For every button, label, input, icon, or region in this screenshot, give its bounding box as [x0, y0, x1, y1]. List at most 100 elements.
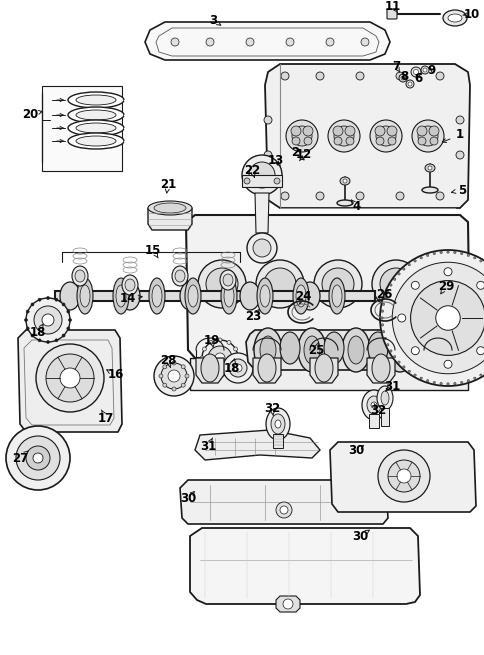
Circle shape: [38, 298, 41, 301]
Circle shape: [455, 116, 463, 124]
Ellipse shape: [348, 336, 363, 364]
Circle shape: [402, 366, 404, 368]
Circle shape: [243, 178, 249, 184]
Ellipse shape: [424, 164, 434, 172]
Circle shape: [473, 257, 475, 259]
Text: 24: 24: [294, 290, 311, 303]
Circle shape: [396, 469, 410, 483]
Circle shape: [26, 298, 70, 342]
Circle shape: [325, 38, 333, 46]
Text: 9: 9: [427, 64, 435, 77]
Circle shape: [46, 297, 49, 299]
Circle shape: [392, 262, 484, 374]
Ellipse shape: [113, 278, 129, 314]
Circle shape: [223, 353, 253, 383]
Circle shape: [413, 259, 415, 262]
Ellipse shape: [184, 278, 200, 314]
Circle shape: [410, 346, 419, 355]
Circle shape: [236, 356, 240, 360]
Circle shape: [389, 284, 391, 286]
Ellipse shape: [417, 126, 437, 146]
Circle shape: [55, 339, 58, 342]
Ellipse shape: [254, 328, 281, 372]
Ellipse shape: [68, 107, 124, 123]
Circle shape: [181, 383, 185, 387]
Text: 5: 5: [457, 183, 465, 196]
Circle shape: [432, 252, 435, 255]
Circle shape: [383, 337, 386, 339]
Ellipse shape: [341, 328, 369, 372]
Ellipse shape: [314, 354, 333, 382]
Text: 21: 21: [160, 178, 176, 191]
Circle shape: [413, 69, 418, 75]
Circle shape: [446, 383, 448, 385]
Circle shape: [161, 363, 187, 389]
Circle shape: [355, 72, 363, 80]
Bar: [327, 340, 339, 360]
Polygon shape: [275, 596, 300, 612]
Circle shape: [410, 280, 484, 356]
Circle shape: [360, 38, 368, 46]
Circle shape: [31, 334, 34, 337]
Polygon shape: [180, 480, 387, 524]
Ellipse shape: [253, 239, 271, 257]
Ellipse shape: [120, 282, 140, 310]
Polygon shape: [366, 358, 394, 383]
Circle shape: [275, 502, 291, 518]
Circle shape: [395, 72, 403, 80]
Ellipse shape: [391, 336, 407, 364]
Circle shape: [455, 151, 463, 159]
Circle shape: [439, 252, 441, 253]
Polygon shape: [190, 528, 419, 604]
Circle shape: [425, 379, 428, 382]
Polygon shape: [242, 175, 281, 187]
Circle shape: [245, 38, 254, 46]
Circle shape: [393, 356, 395, 358]
Ellipse shape: [345, 137, 353, 145]
Circle shape: [379, 250, 484, 386]
Ellipse shape: [429, 137, 437, 145]
Text: 28: 28: [160, 354, 176, 367]
Ellipse shape: [333, 126, 342, 136]
Ellipse shape: [188, 285, 197, 307]
Circle shape: [479, 374, 481, 377]
Circle shape: [26, 310, 29, 313]
Circle shape: [443, 268, 451, 276]
Circle shape: [453, 383, 455, 384]
Text: 15: 15: [145, 244, 161, 257]
Ellipse shape: [302, 126, 312, 136]
Circle shape: [380, 317, 382, 319]
Ellipse shape: [411, 120, 443, 152]
Ellipse shape: [256, 260, 303, 308]
Circle shape: [67, 327, 70, 330]
Ellipse shape: [116, 285, 126, 307]
Ellipse shape: [323, 332, 343, 364]
Circle shape: [38, 339, 41, 342]
Ellipse shape: [295, 285, 305, 307]
Circle shape: [476, 346, 484, 355]
Circle shape: [420, 66, 428, 74]
Ellipse shape: [80, 285, 90, 307]
Ellipse shape: [297, 328, 325, 372]
Circle shape: [425, 254, 428, 257]
Text: 32: 32: [369, 403, 385, 417]
Circle shape: [422, 68, 426, 72]
Text: 23: 23: [244, 310, 260, 322]
Circle shape: [228, 359, 246, 377]
Bar: [42, 86, 122, 171]
Circle shape: [407, 82, 411, 86]
Ellipse shape: [344, 126, 354, 136]
Ellipse shape: [375, 137, 383, 145]
Text: 25: 25: [307, 343, 323, 356]
Ellipse shape: [257, 278, 272, 314]
Circle shape: [386, 344, 388, 346]
Ellipse shape: [221, 278, 237, 314]
Polygon shape: [264, 64, 469, 208]
Circle shape: [16, 436, 60, 480]
Ellipse shape: [180, 282, 199, 310]
Ellipse shape: [375, 126, 395, 146]
Circle shape: [479, 259, 481, 262]
Ellipse shape: [125, 279, 135, 291]
Ellipse shape: [68, 92, 124, 108]
Circle shape: [26, 446, 50, 470]
